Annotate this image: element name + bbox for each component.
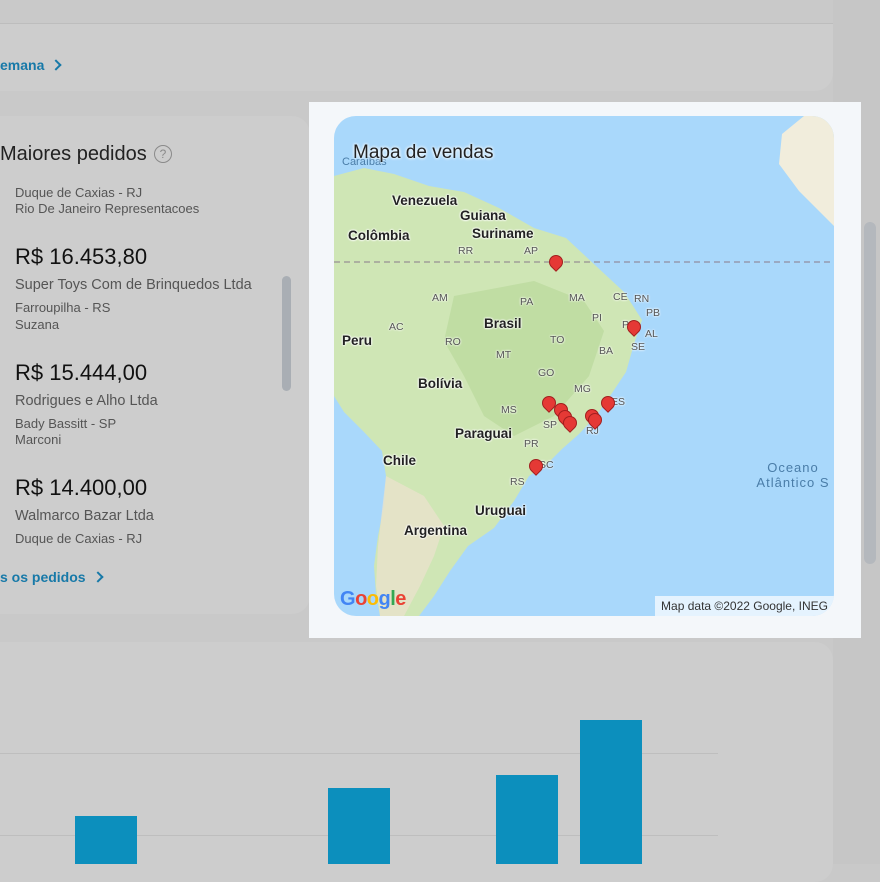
chevron-right-icon [50, 59, 63, 71]
all-orders-link[interactable]: s os pedidos [0, 569, 104, 585]
order-value[interactable]: R$ 16.453,80 [15, 244, 148, 269]
map-country-label: Paraguai [455, 426, 513, 441]
order-rep: Marconi [15, 432, 62, 447]
week-link[interactable]: emana [0, 57, 63, 73]
map-state-label: PI [592, 312, 602, 324]
orders-scrollbar[interactable] [282, 276, 291, 391]
order-rep: Suzana [15, 317, 60, 332]
map-land-svg [334, 116, 834, 616]
caribbean-label: Caraíbas [342, 156, 387, 168]
order-city: Bady Bassitt - SP [15, 416, 117, 431]
map-state-label: RR [458, 245, 474, 257]
map-state-label: PB [646, 307, 661, 319]
map-attribution[interactable]: Map data ©2022 Google, INEG [655, 596, 834, 616]
order-city: Farroupilha - RS [15, 300, 111, 315]
week-link-label[interactable]: emana [0, 57, 45, 73]
map-country-label: Uruguai [475, 503, 527, 518]
map-country-label: Argentina [404, 523, 468, 538]
map-state-label: MG [574, 383, 591, 395]
map-state-label: BA [599, 345, 614, 357]
chart-bar[interactable] [328, 788, 390, 864]
map-state-label: SE [631, 341, 646, 353]
map-country-label: Colômbia [348, 228, 410, 243]
map-state-label: MS [501, 404, 517, 416]
summary-card [0, 24, 833, 91]
map-country-label: Guiana [460, 208, 506, 223]
google-logo: Google [340, 588, 406, 610]
map-state-label: GO [538, 367, 555, 379]
order-city: Duque de Caxias - RJ [15, 531, 143, 546]
chart-bar[interactable] [580, 719, 642, 864]
map-state-label: AM [432, 292, 448, 304]
order-company: Walmarco Bazar Ltda [15, 508, 154, 524]
chevron-right-icon [91, 571, 104, 583]
map-state-label: MT [496, 349, 512, 361]
map-state-label: RS [510, 476, 525, 488]
order-rep: Rio De Janeiro Representacoes [15, 201, 200, 216]
map-country-label: Brasil [484, 316, 522, 331]
order-company: Rodrigues e Alho Ltda [15, 393, 158, 409]
map-state-label: AC [389, 321, 404, 333]
map-country-label: Suriname [472, 226, 534, 241]
order-value[interactable]: R$ 15.444,00 [15, 360, 148, 385]
ocean-label: Oceano Atlântico S [738, 460, 834, 490]
map-state-label: AP [524, 245, 539, 257]
map-country-label: Bolívia [418, 376, 463, 391]
order-company: Super Toys Com de Brinquedos Ltda [15, 277, 252, 293]
map-state-label: MA [569, 292, 585, 304]
sales-map[interactable]: Caraíbas Mapa de vendas Venezuela Guiana… [334, 116, 834, 616]
map-country-label: Chile [383, 453, 417, 468]
order-city: Duque de Caxias - RJ [15, 185, 143, 200]
orders-title: Maiores pedidos [0, 143, 147, 165]
map-state-label: RO [445, 336, 461, 348]
chart-bar[interactable] [75, 815, 137, 864]
map-state-label: PR [524, 438, 539, 450]
page-scrollbar[interactable] [864, 222, 876, 564]
order-value[interactable]: R$ 14.400,00 [15, 475, 148, 500]
ocean-label-line: Oceano [767, 460, 819, 475]
ocean-label-line: Atlântico S [756, 475, 830, 490]
chart-gridline [0, 753, 718, 754]
map-state-label: PA [520, 296, 534, 308]
map-state-label: TO [550, 334, 565, 346]
all-orders-label[interactable]: s os pedidos [0, 569, 86, 585]
map-modal: Caraíbas Mapa de vendas Venezuela Guiana… [309, 102, 861, 638]
map-title: Mapa de vendas [353, 142, 494, 163]
chart-bar[interactable] [496, 774, 558, 864]
map-state-label: RN [634, 293, 650, 305]
map-state-label: SP [543, 419, 558, 431]
sales-chart-card [0, 642, 833, 882]
top-bar [0, 0, 852, 24]
map-country-label: Venezuela [392, 193, 458, 208]
map-state-label: AL [645, 328, 658, 340]
map-country-label: Peru [342, 333, 373, 348]
help-icon[interactable]: ? [154, 145, 172, 163]
orders-card [0, 116, 310, 614]
map-state-label: CE [613, 291, 628, 303]
